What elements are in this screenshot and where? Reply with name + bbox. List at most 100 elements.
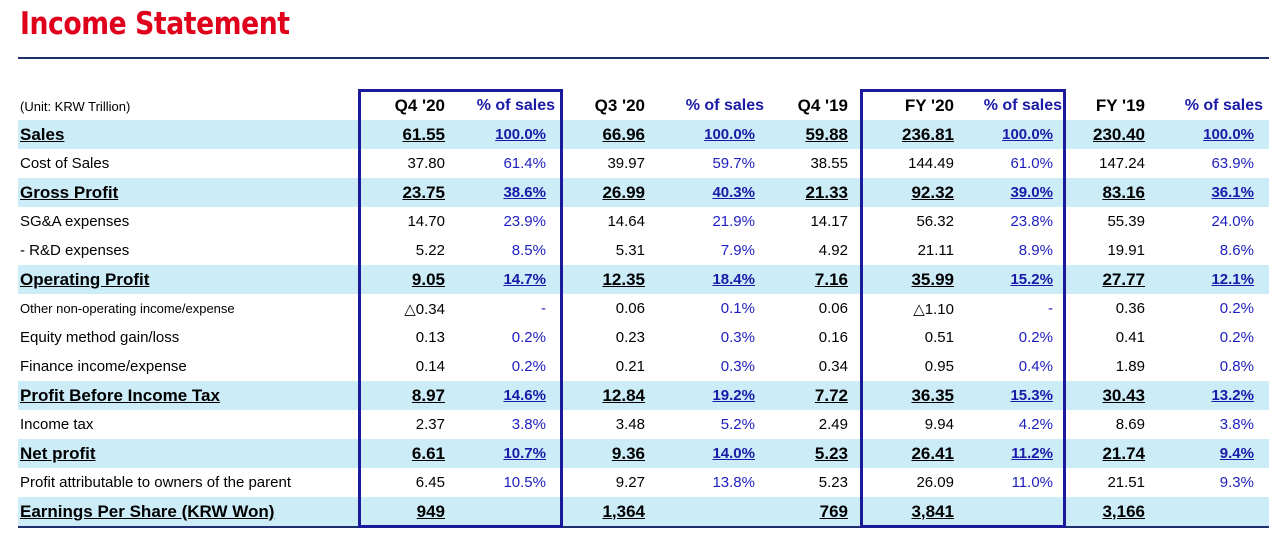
- value-cell: 0.41: [1115, 329, 1145, 346]
- value-cell: 5.23: [818, 474, 848, 491]
- value-cell: 7.16: [770, 265, 858, 294]
- value-cell: 2.37: [415, 416, 445, 433]
- column-header: % of sales: [1184, 97, 1263, 114]
- percent-cell: 14.0%: [655, 439, 770, 468]
- value-cell: 14.70: [407, 213, 445, 230]
- percent-cell: 18.4%: [655, 265, 770, 294]
- percent-cell: 23.8%: [1010, 213, 1053, 230]
- percent-cell: 38.6%: [455, 178, 561, 207]
- value-cell: 2.49: [818, 416, 848, 433]
- percent-cell: 13.8%: [712, 474, 755, 491]
- value-cell: 9.05: [361, 265, 455, 294]
- column-header: FY '20: [904, 96, 954, 115]
- value-cell: 0.16: [818, 329, 848, 346]
- table-row: Operating Profit 9.05 14.7% 12.35 18.4% 7.16 3…: [18, 265, 1269, 294]
- value-cell: 230.40: [1068, 120, 1155, 149]
- value-cell: 30.43: [1068, 381, 1155, 410]
- row-label: Sales: [18, 120, 361, 149]
- percent-cell: 9.4%: [1155, 439, 1269, 468]
- title-divider: [18, 57, 1269, 59]
- row-label: Profit Before Income Tax: [18, 381, 361, 410]
- percent-cell: 4.2%: [1018, 416, 1053, 433]
- percent-cell: 19.2%: [655, 381, 770, 410]
- value-cell: 21.74: [1068, 439, 1155, 468]
- income-statement-table-wrap: (Unit: KRW Trillion) Q4 '20 % of sales Q3 …: [18, 92, 1269, 528]
- percent-cell: 63.9%: [1211, 155, 1254, 172]
- value-cell: 5.22: [415, 242, 445, 259]
- value-cell: 0.36: [1115, 300, 1145, 317]
- percent-cell: 12.1%: [1155, 265, 1269, 294]
- percent-cell: 8.5%: [511, 242, 546, 259]
- value-cell: 38.55: [810, 155, 848, 172]
- value-cell: 26.99: [561, 178, 655, 207]
- percent-cell: 100.0%: [1155, 120, 1269, 149]
- percent-cell: 7.9%: [720, 242, 755, 259]
- value-cell: 3,166: [1068, 497, 1155, 528]
- percent-cell: 23.9%: [503, 213, 546, 230]
- percent-cell: 15.3%: [964, 381, 1068, 410]
- value-cell: 8.97: [361, 381, 455, 410]
- value-cell: 39.97: [607, 155, 645, 172]
- column-header: FY '19: [1095, 96, 1145, 115]
- row-label: Earnings Per Share (KRW Won): [18, 497, 361, 528]
- percent-cell: 14.6%: [455, 381, 561, 410]
- value-cell: 8.69: [1115, 416, 1145, 433]
- value-cell: 0.51: [924, 329, 954, 346]
- value-cell: 83.16: [1068, 178, 1155, 207]
- percent-cell: 8.6%: [1219, 242, 1254, 259]
- value-cell: 23.75: [361, 178, 455, 207]
- percent-cell: 10.7%: [455, 439, 561, 468]
- percent-cell: [1155, 497, 1269, 528]
- percent-cell: 100.0%: [455, 120, 561, 149]
- value-cell: 56.32: [916, 213, 954, 230]
- value-cell: 21.33: [770, 178, 858, 207]
- percent-cell: -: [1048, 300, 1053, 317]
- value-cell: 92.32: [858, 178, 964, 207]
- column-header: % of sales: [983, 97, 1062, 114]
- percent-cell: 40.3%: [655, 178, 770, 207]
- value-cell: 3,841: [858, 497, 964, 528]
- percent-cell: 0.2%: [1219, 329, 1254, 346]
- table-row: Profit Before Income Tax 8.97 14.6% 12.84 19…: [18, 381, 1269, 410]
- value-cell: 5.23: [770, 439, 858, 468]
- value-cell: 0.14: [415, 358, 445, 375]
- row-label: Other non-operating income/expense: [20, 301, 235, 316]
- value-cell: 12.84: [561, 381, 655, 410]
- column-header: % of sales: [476, 97, 555, 114]
- table-row: Other non-operating income/expense △0.34 -…: [18, 294, 1269, 323]
- value-cell: 9.27: [615, 474, 645, 491]
- header-row: (Unit: KRW Trillion) Q4 '20 % of sales Q3 …: [18, 92, 1269, 120]
- percent-cell: 21.9%: [712, 213, 755, 230]
- column-header: % of sales: [685, 97, 764, 114]
- value-cell: 0.06: [615, 300, 645, 317]
- value-cell: 7.72: [770, 381, 858, 410]
- table-row: SG&A expenses 14.70 23.9% 14.64 21.9% 14.17 56…: [18, 207, 1269, 236]
- percent-cell: 3.8%: [511, 416, 546, 433]
- percent-cell: 0.2%: [1018, 329, 1053, 346]
- row-label: Finance income/expense: [20, 358, 187, 375]
- value-cell: 1,364: [561, 497, 655, 528]
- value-cell: 0.23: [615, 329, 645, 346]
- value-cell: 27.77: [1068, 265, 1155, 294]
- value-cell: 0.06: [818, 300, 848, 317]
- value-cell: 21.11: [917, 242, 954, 259]
- percent-cell: -: [541, 300, 546, 317]
- row-label: Cost of Sales: [20, 155, 110, 172]
- value-cell: 26.09: [916, 474, 954, 491]
- value-cell: 55.39: [1107, 213, 1145, 230]
- value-cell: 36.35: [858, 381, 964, 410]
- percent-cell: 14.7%: [455, 265, 561, 294]
- percent-cell: [655, 497, 770, 528]
- percent-cell: 61.4%: [503, 155, 546, 172]
- unit-label: (Unit: KRW Trillion): [20, 98, 131, 114]
- table-row: - R&D expenses 5.22 8.5% 5.31 7.9% 4.92 21.11 8…: [18, 236, 1269, 265]
- percent-cell: 0.4%: [1018, 358, 1053, 375]
- value-cell: 26.41: [858, 439, 964, 468]
- percent-cell: 100.0%: [964, 120, 1068, 149]
- value-cell: 236.81: [858, 120, 964, 149]
- table-row: Earnings Per Share (KRW Won) 949 1,364 769 3…: [18, 497, 1269, 528]
- value-cell: 4.92: [818, 242, 848, 259]
- percent-cell: 39.0%: [964, 178, 1068, 207]
- value-cell: 0.95: [924, 358, 954, 375]
- value-cell: 14.64: [607, 213, 645, 230]
